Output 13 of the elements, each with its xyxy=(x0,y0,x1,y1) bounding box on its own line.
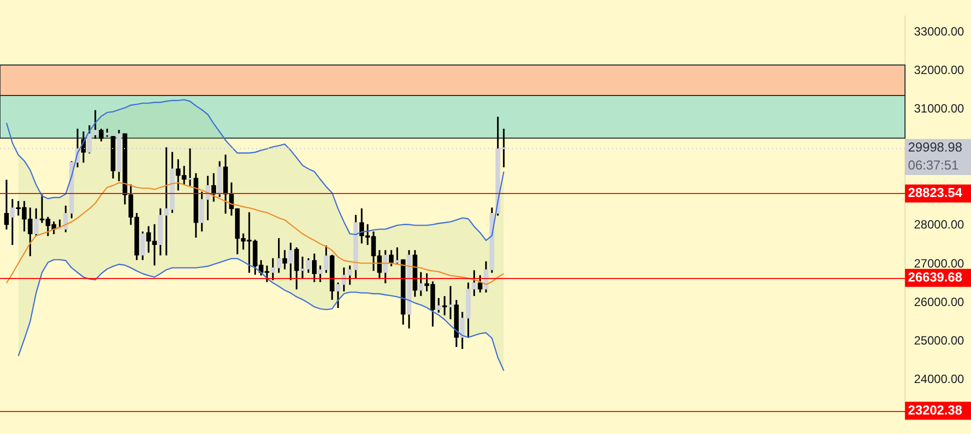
y-tick-label: 26000.00 xyxy=(914,294,964,309)
y-tick-label: 33000.00 xyxy=(914,24,964,38)
y-tick-label: 24000.00 xyxy=(914,372,964,386)
y-tick-label: 27000.00 xyxy=(914,256,964,270)
y-tick-label: 32000.00 xyxy=(914,63,964,78)
text: 06:37:51 xyxy=(908,158,959,173)
ref-line-label: 29998.98 xyxy=(908,140,962,155)
y-tick-label: 28000.00 xyxy=(914,218,964,232)
ref-line-label: 26639.68 xyxy=(908,269,962,284)
y-tick-label: 31000.00 xyxy=(914,102,964,116)
ref-line-label: 28823.54 xyxy=(908,185,963,200)
y-tick-label: 25000.00 xyxy=(914,334,964,348)
ref-line-label: 23202.38 xyxy=(908,402,962,418)
